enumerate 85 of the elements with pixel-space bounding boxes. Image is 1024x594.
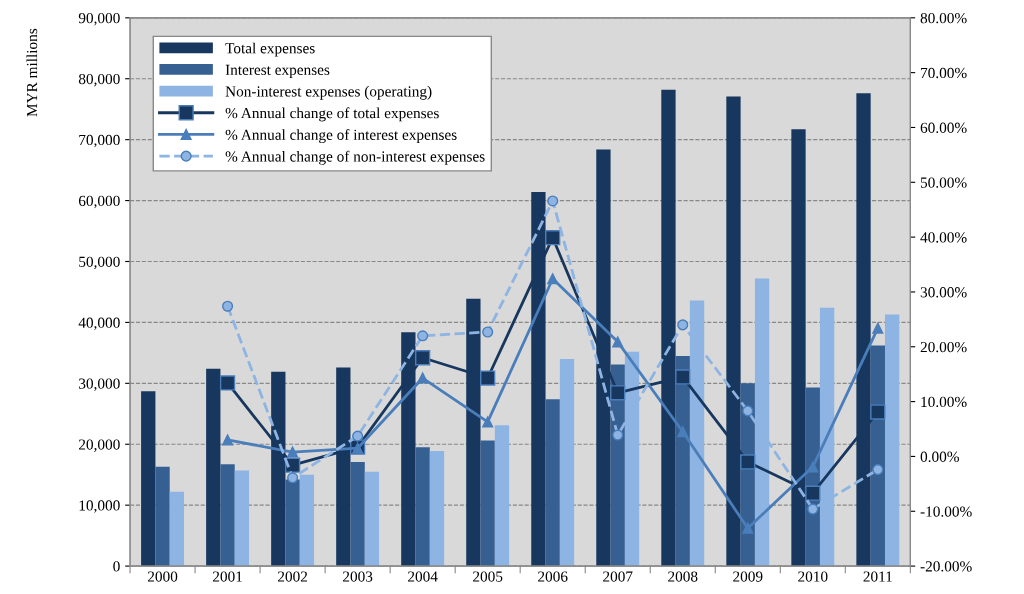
point: [219, 375, 236, 391]
y2-tick-label: -20.00%: [920, 561, 972, 572]
point: [807, 461, 819, 473]
y-tick-label: 10,000: [79, 500, 120, 513]
y-tick-label: 60,000: [78, 195, 120, 209]
legend-label: % Annual change of interest expenses: [225, 129, 457, 144]
point: [480, 370, 496, 386]
point: [740, 454, 756, 470]
point: [352, 430, 364, 442]
y-tick-label: 40,000: [78, 317, 120, 331]
y-tick-label: 20,000: [78, 439, 120, 452]
y2-tick-label: 30.00%: [920, 287, 967, 298]
y2-tick-label: 60.00%: [920, 122, 967, 133]
y2-tick-label: 40.00%: [920, 232, 967, 243]
point: [805, 485, 821, 501]
x-tick-label: 2011: [863, 571, 892, 582]
point: [872, 322, 884, 334]
y2-tick-label: 10.00%: [921, 396, 967, 408]
bar: [545, 399, 560, 567]
point: [482, 416, 494, 428]
x-tick-label: 2003: [343, 571, 373, 582]
point: [287, 472, 299, 484]
bar: [494, 425, 510, 567]
point: [677, 319, 689, 331]
point: [222, 434, 234, 446]
bar: [169, 491, 185, 567]
point: [872, 464, 884, 476]
y2-tick-label: -10.00%: [920, 506, 972, 517]
bar: [234, 470, 250, 567]
point: [545, 230, 561, 246]
y-tick-label: 0: [113, 561, 120, 572]
bar: [415, 447, 430, 567]
x-tick-label: 2001: [212, 571, 242, 582]
point: [612, 336, 624, 348]
point: [677, 426, 689, 438]
y-tick-label: 30,000: [79, 378, 120, 391]
x-tick-label: 2005: [473, 571, 503, 582]
y-tick-label: 50,000: [79, 256, 120, 270]
y2-tick-label: 50.00%: [920, 177, 967, 188]
x-tick-label: 2007: [603, 571, 633, 582]
point: [547, 273, 559, 285]
bar: [285, 479, 300, 567]
point: [807, 503, 819, 515]
point: [482, 326, 494, 338]
y2-tick-label: 0.00%: [920, 451, 959, 462]
point: [222, 300, 234, 312]
y2-tick-label: 80.00%: [920, 12, 967, 24]
legend-label: Non-interest expenses (operating): [225, 85, 432, 100]
y2-tick-label: 70.00%: [921, 67, 967, 79]
point: [547, 195, 559, 207]
bar: [559, 358, 575, 567]
bar: [429, 450, 445, 567]
legend-label: Interest expenses: [225, 64, 330, 79]
x-tick-label: 2004: [408, 571, 438, 582]
bar: [364, 471, 380, 567]
legend-label: % Annual change of non-interest expenses: [225, 150, 485, 165]
x-tick-label: 2010: [798, 571, 828, 582]
bar: [884, 314, 900, 567]
point: [742, 405, 754, 417]
y2-tick-label: 20.00%: [920, 341, 967, 353]
point: [415, 350, 431, 366]
bar: [155, 466, 170, 567]
point: [742, 522, 754, 534]
bar: [480, 440, 495, 567]
y-tick-label: 90,000: [78, 12, 120, 26]
y-tick-label: 80,000: [78, 73, 120, 87]
point: [417, 330, 429, 342]
x-tick-label: 2009: [733, 571, 763, 582]
point: [675, 369, 691, 385]
point: [612, 429, 624, 441]
legend-label: % Annual change of total expenses: [225, 107, 439, 122]
x-tick-label: 2008: [668, 571, 698, 582]
y-axis-title: MYR millions: [26, 28, 38, 117]
y-tick-label: 70,000: [79, 134, 120, 148]
x-tick-label: 2000: [147, 571, 178, 582]
bar: [350, 461, 365, 567]
x-tick-label: 2002: [278, 571, 308, 582]
point: [417, 372, 429, 384]
bar: [141, 391, 156, 567]
bar: [220, 464, 235, 567]
point: [610, 385, 626, 401]
point: [287, 446, 299, 458]
legend-label: Total expenses: [225, 42, 315, 57]
x-tick-label: 2006: [538, 571, 568, 582]
point: [870, 404, 886, 420]
